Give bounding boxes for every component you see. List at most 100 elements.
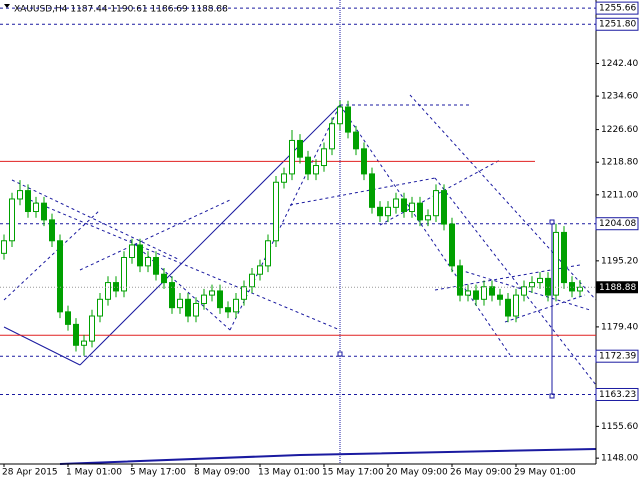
y-tick-label: 1242.40 [601, 59, 638, 69]
candle-body [457, 265, 463, 296]
x-tick-label: 1 May 01:00 [66, 468, 122, 478]
x-tick-label: 13 May 01:00 [258, 468, 320, 478]
candle-body [73, 323, 79, 346]
candle-body [529, 282, 535, 288]
y-tick-label: 1234.60 [601, 92, 638, 102]
candle-body [201, 294, 207, 304]
candle-body [81, 340, 87, 346]
price-label: 1188.88 [599, 283, 636, 293]
candle-body [193, 302, 199, 317]
candle-body [137, 244, 143, 267]
y-tick-label: 1218.80 [601, 158, 638, 168]
candle-body [257, 265, 263, 275]
candle-body [497, 294, 503, 300]
y-tick-label: 1155.60 [601, 422, 638, 432]
candle-body [513, 294, 519, 317]
candle-body [129, 244, 135, 258]
level-label: 1204.08 [599, 219, 636, 229]
candle-body [145, 256, 151, 267]
candle-body [369, 173, 375, 208]
candle-body [433, 190, 439, 217]
candle-body [265, 240, 271, 267]
candle-body [9, 198, 15, 242]
candle-body [65, 311, 71, 325]
y-tick-label: 1179.40 [601, 322, 638, 332]
candle-body [297, 139, 303, 158]
price-box [596, 281, 638, 294]
candle-body [49, 219, 55, 242]
candle-body [33, 202, 39, 213]
x-tick-label: 28 Apr 2015 [2, 468, 58, 478]
candle-body [161, 273, 167, 284]
x-tick-label: 29 May 01:00 [514, 468, 576, 478]
candle-body [401, 198, 407, 213]
candle-body [89, 315, 95, 342]
candle-body [225, 307, 231, 313]
candle-body [121, 256, 127, 292]
candle-body [425, 215, 431, 221]
y-tick-label: 1226.60 [601, 125, 638, 135]
candle-body [545, 277, 551, 296]
candle-body [177, 298, 183, 309]
candle-body [449, 223, 455, 267]
candle-body [537, 277, 543, 284]
x-tick-label: 26 May 09:00 [450, 468, 512, 478]
y-tick-label: 1148.00 [601, 454, 638, 464]
candle-body [361, 148, 367, 175]
candle-body [169, 282, 175, 309]
candle-body [345, 106, 351, 133]
y-tick-label: 1211.00 [601, 190, 638, 200]
level-box [595, 217, 639, 231]
candle-body [289, 139, 295, 175]
candle-body [409, 202, 415, 213]
y-tick-label: 1195.20 [601, 256, 638, 266]
level-box [595, 349, 639, 363]
candle-body [553, 231, 559, 296]
candle-body [281, 173, 287, 183]
candle-body [505, 298, 511, 317]
candle-body [481, 286, 487, 300]
candle-body [25, 190, 31, 213]
level-box [595, 1, 639, 15]
candle-body [417, 202, 423, 221]
level-label: 1251.80 [599, 20, 636, 30]
candle-body [105, 282, 111, 300]
candle-body [321, 148, 327, 167]
candle-body [305, 156, 311, 175]
x-tick-label: 5 May 17:00 [130, 468, 186, 478]
candle-body [521, 286, 527, 296]
candle-body [337, 106, 343, 125]
candle-body [273, 181, 279, 242]
x-tick-label: 8 May 09:00 [194, 468, 250, 478]
candle-body [465, 290, 471, 296]
candle-body [489, 286, 495, 296]
candle-body [353, 131, 359, 150]
candle-body [561, 231, 567, 284]
candle-body [41, 202, 47, 221]
candle-body [217, 290, 223, 309]
x-tick-label: 15 May 17:00 [322, 468, 384, 478]
candle-body [441, 190, 447, 225]
x-tick-label: 20 May 09:00 [386, 468, 448, 478]
candle-body [113, 282, 119, 292]
candle-body [385, 206, 391, 217]
level-label: 1172.39 [599, 352, 636, 362]
level-label: 1255.66 [599, 4, 636, 14]
level-box [595, 17, 639, 31]
candle-body [249, 273, 255, 288]
candle-body [241, 286, 247, 300]
candle-body [1, 240, 7, 254]
chart-title: XAUUSD,H4 1187.44 1190.61 1186.69 1188.8… [14, 5, 228, 15]
analysis-lines [3, 0, 597, 465]
menu-arrow[interactable] [4, 4, 10, 8]
candle-body [97, 298, 103, 317]
candle-body [377, 206, 383, 217]
candle-body [393, 198, 399, 208]
candle-body [57, 240, 63, 313]
candle-body [329, 123, 335, 150]
candle-body [473, 290, 479, 300]
candle-body [185, 298, 191, 317]
candle-body [313, 165, 319, 175]
candle-body [577, 286, 583, 292]
